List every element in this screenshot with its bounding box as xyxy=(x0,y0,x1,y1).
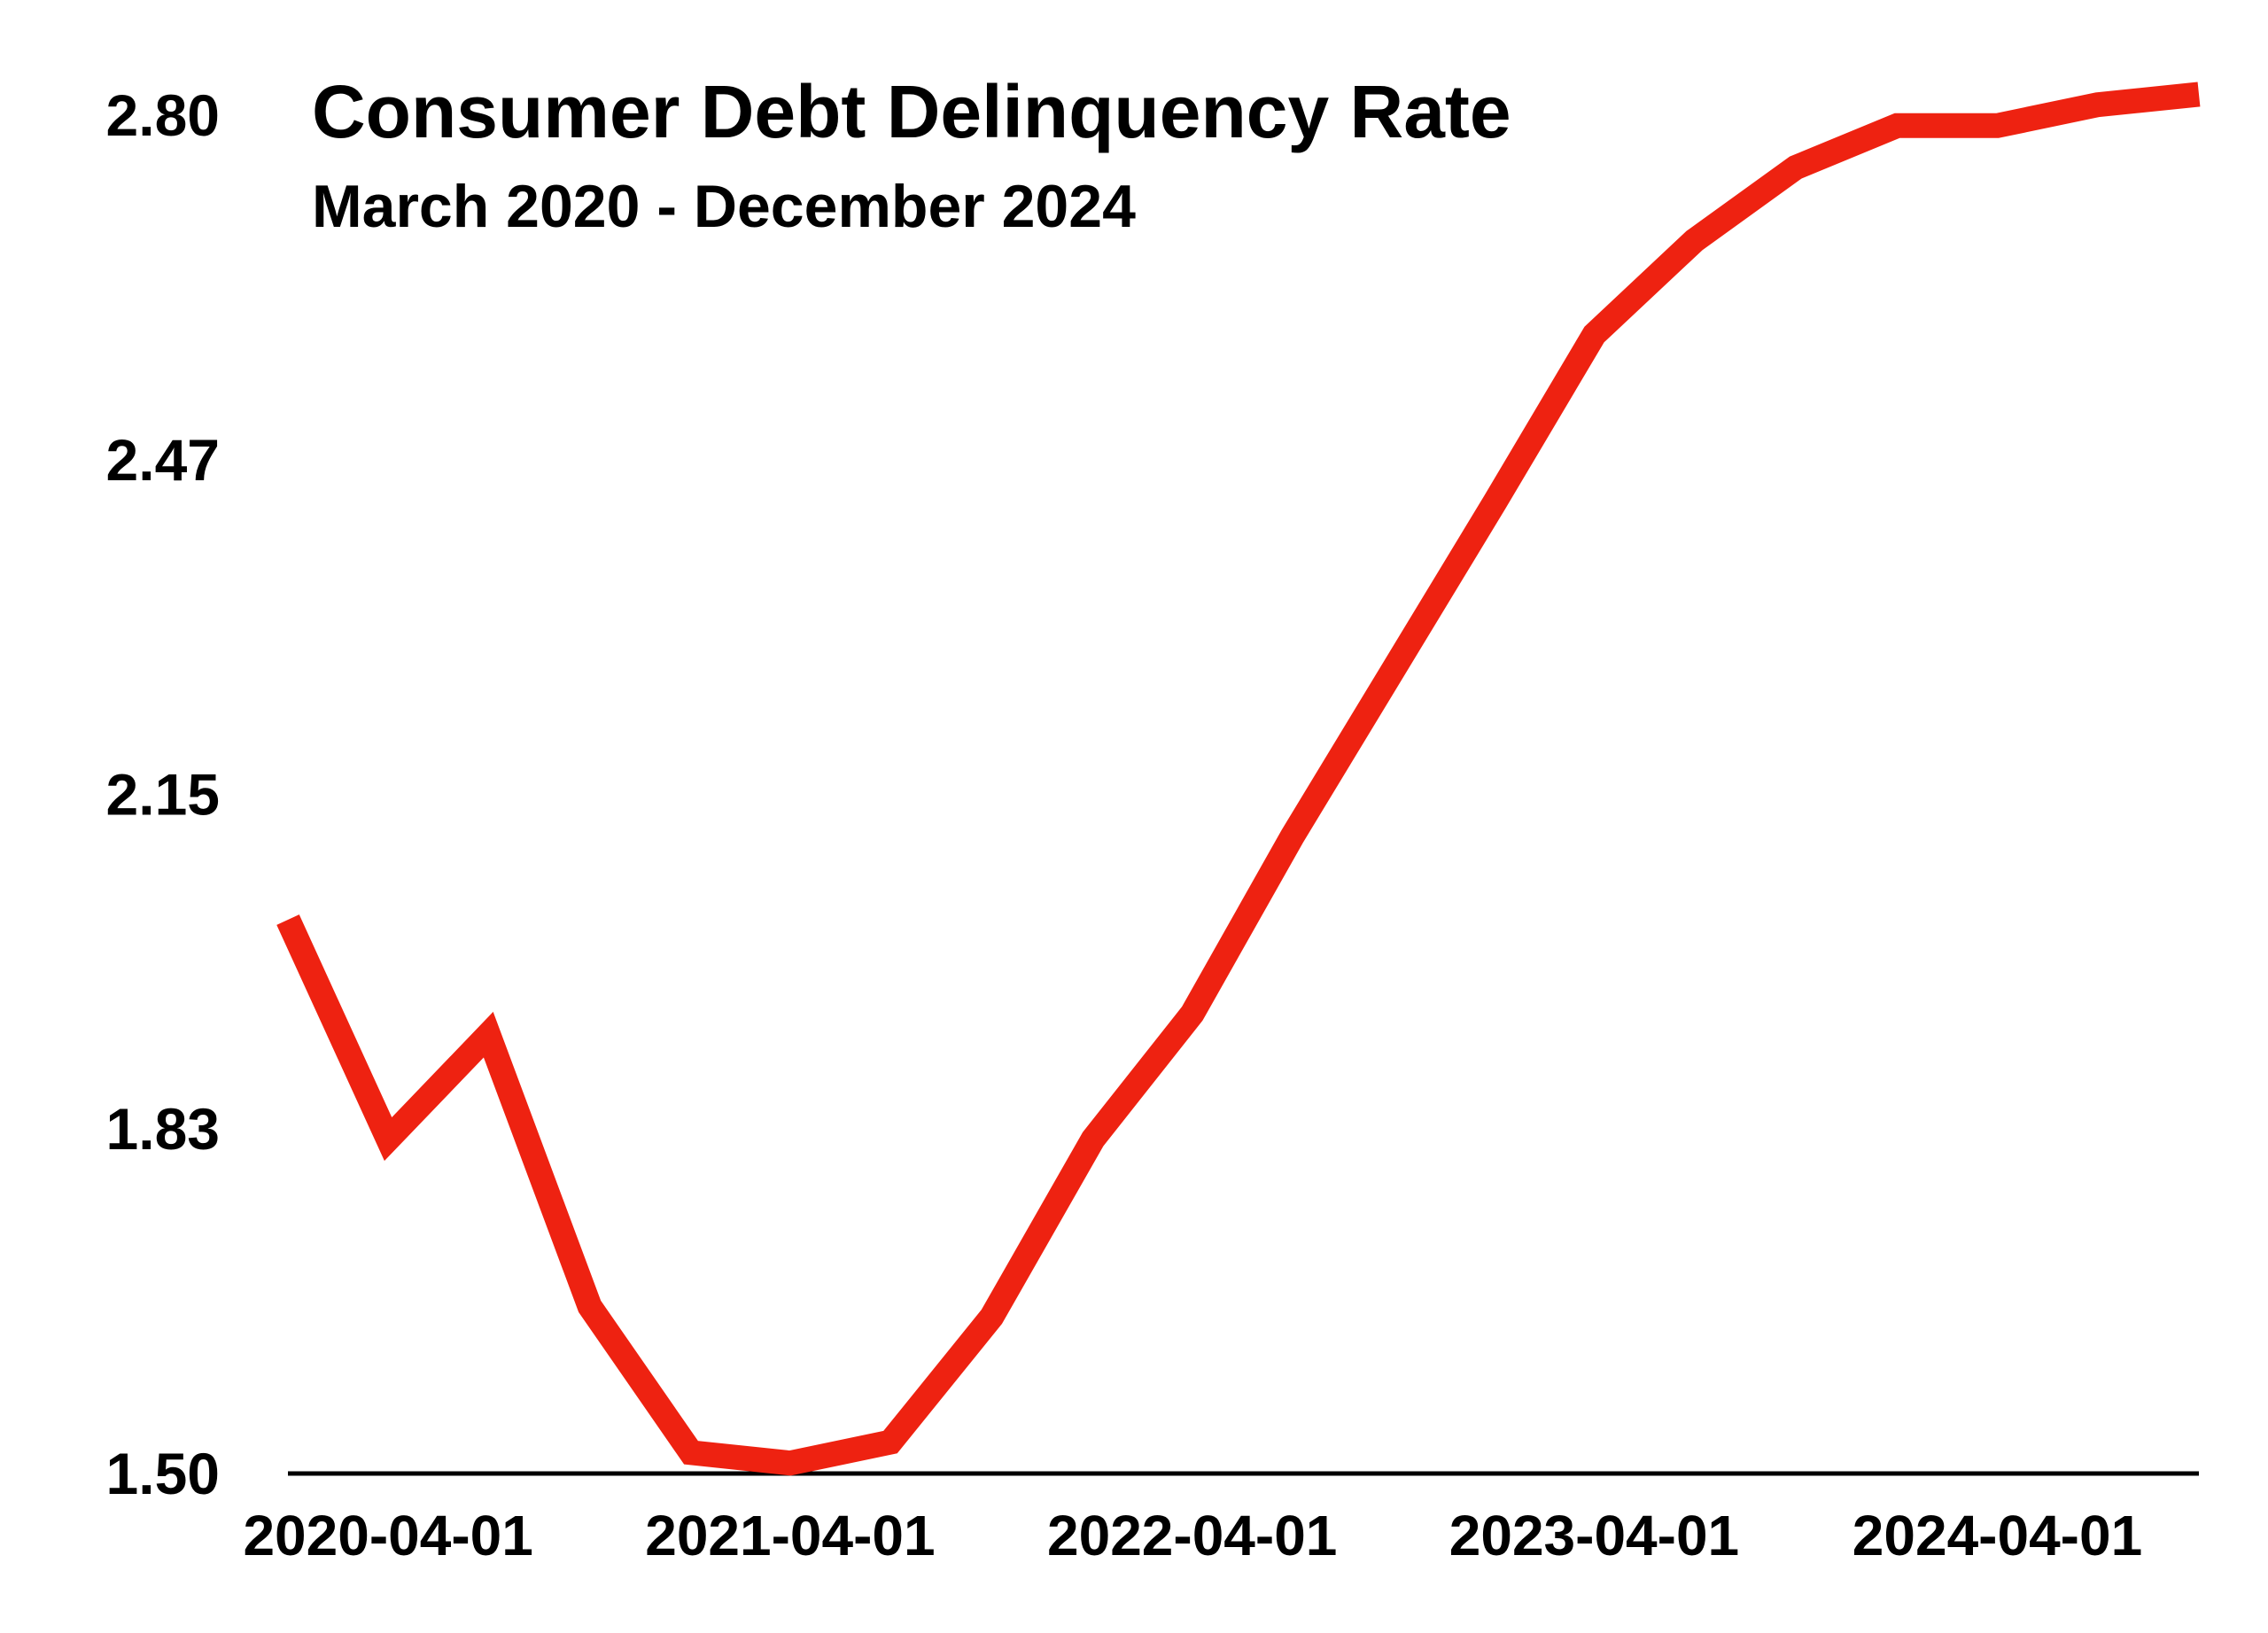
series-line xyxy=(276,82,2201,1476)
x-tick-label: 2023-04-01 xyxy=(1449,1504,1739,1567)
data-point xyxy=(387,1139,389,1140)
y-tick-label: 2.15 xyxy=(106,762,220,828)
chart-subtitle: March 2020 - December 2024 xyxy=(312,173,1136,240)
data-point xyxy=(487,1034,489,1036)
x-tick-label: 2020-04-01 xyxy=(243,1504,532,1567)
y-axis-tick-labels: 1.50 1.83 2.15 2.47 2.80 xyxy=(106,82,220,1506)
y-tick-label: 1.50 xyxy=(106,1441,220,1506)
data-point xyxy=(990,1316,992,1318)
y-tick-label: 2.80 xyxy=(106,82,220,148)
x-tick-label: 2021-04-01 xyxy=(645,1504,935,1567)
data-point xyxy=(287,919,289,921)
data-point xyxy=(589,1305,591,1307)
chart-title: Consumer Debt Delinquency Rate xyxy=(312,70,1511,153)
data-point xyxy=(1393,668,1394,670)
y-tick-label: 1.83 xyxy=(106,1096,220,1162)
y-tick-label: 2.47 xyxy=(106,427,220,493)
data-point xyxy=(1092,1139,1094,1140)
data-point xyxy=(889,1442,891,1443)
x-axis-tick-labels: 2020-04-01 2021-04-01 2022-04-01 2023-04-01… xyxy=(243,1504,2142,1567)
data-point xyxy=(1896,125,1898,127)
data-point xyxy=(1292,836,1293,837)
data-point xyxy=(2097,104,2099,105)
data-point xyxy=(1495,501,1496,502)
data-point xyxy=(1594,334,1596,336)
x-tick-label: 2022-04-01 xyxy=(1047,1504,1337,1567)
data-point xyxy=(1192,1013,1193,1015)
data-point xyxy=(690,1451,692,1453)
x-tick-label: 2024-04-01 xyxy=(1852,1504,2142,1567)
data-point xyxy=(1795,167,1797,168)
data-point xyxy=(1694,240,1696,242)
data-point xyxy=(2198,93,2200,95)
data-point xyxy=(789,1462,791,1464)
data-point xyxy=(1997,125,1999,127)
